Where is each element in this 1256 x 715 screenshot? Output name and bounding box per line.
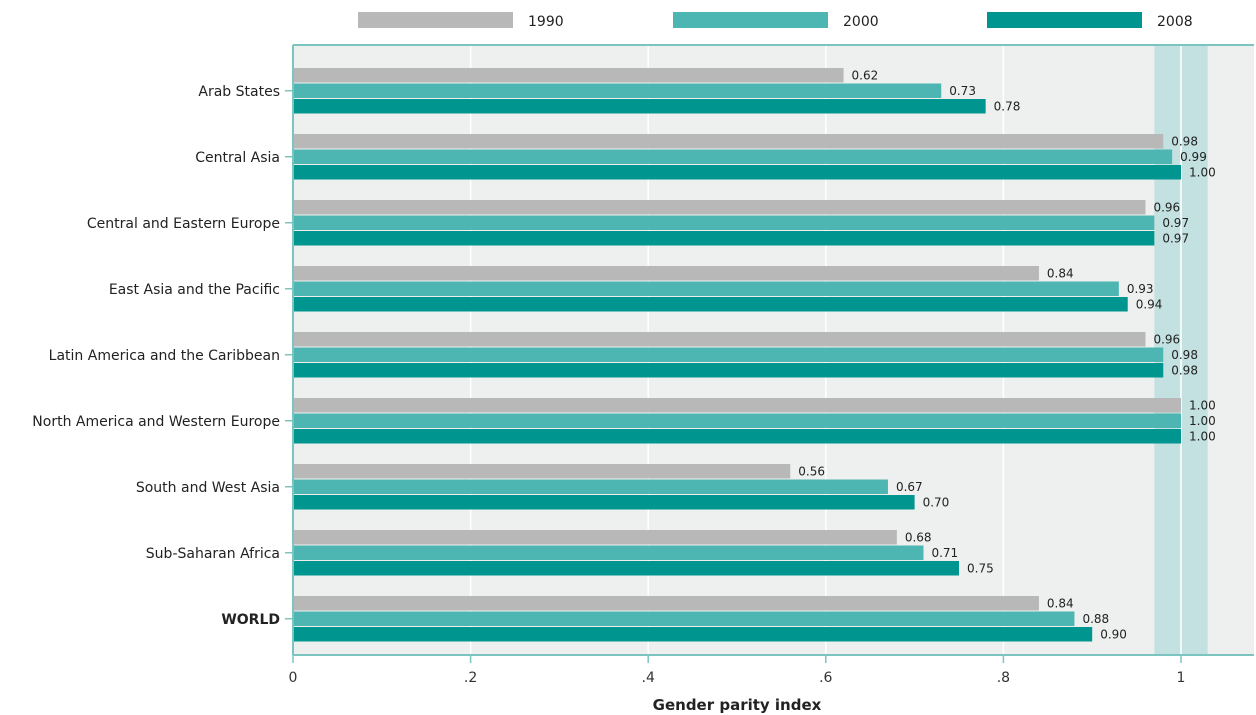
bar (293, 495, 915, 510)
x-tick-label: .4 (642, 670, 655, 686)
bar (293, 297, 1128, 312)
x-tick-label: 0 (289, 670, 298, 686)
bar (293, 413, 1181, 428)
category-label: Latin America and the Caribbean (49, 348, 280, 364)
bar (293, 611, 1075, 626)
bar (293, 165, 1181, 180)
category-label: Central and Eastern Europe (87, 216, 280, 232)
bar-value-label: 0.93 (1127, 282, 1154, 296)
bar-value-label: 0.94 (1136, 297, 1163, 311)
bar (293, 68, 844, 83)
category-label: East Asia and the Pacific (109, 282, 280, 298)
bar (293, 99, 986, 114)
bar-value-label: 0.73 (949, 84, 976, 98)
bar (293, 429, 1181, 444)
bar (293, 398, 1181, 413)
category-label: WORLD (221, 612, 280, 628)
legend-swatch (673, 12, 828, 28)
bar (293, 363, 1164, 378)
bar (293, 479, 888, 494)
bar-value-label: 0.68 (905, 530, 932, 544)
bar-value-label: 0.99 (1180, 150, 1207, 164)
category-label: North America and Western Europe (32, 414, 280, 430)
legend-swatch (358, 12, 513, 28)
bar-value-label: 0.96 (1153, 200, 1180, 214)
category-label: Central Asia (195, 150, 280, 166)
bar (293, 215, 1155, 230)
legend-label: 2000 (843, 14, 879, 30)
bar (293, 200, 1146, 215)
category-label: Sub-Saharan Africa (146, 546, 280, 562)
bar (293, 281, 1119, 296)
legend-label: 2008 (1157, 14, 1193, 30)
bar-value-label: 0.67 (896, 480, 923, 494)
bar-value-label: 0.97 (1162, 216, 1189, 230)
bar-value-label: 0.98 (1171, 134, 1198, 148)
bar (293, 464, 791, 479)
bar (293, 596, 1039, 611)
x-tick-label: .6 (819, 670, 832, 686)
bar (293, 266, 1039, 281)
category-label: South and West Asia (136, 480, 280, 496)
bar (293, 149, 1173, 164)
bar-value-label: 0.96 (1153, 332, 1180, 346)
x-axis-title: Gender parity index (653, 696, 822, 714)
x-tick-label: .2 (464, 670, 477, 686)
bar-value-label: 0.98 (1171, 348, 1198, 362)
bar-value-label: 0.62 (852, 68, 879, 82)
bar (293, 347, 1164, 362)
category-label: Arab States (198, 84, 280, 100)
bar-value-label: 0.75 (967, 561, 994, 575)
x-tick-label: .8 (997, 670, 1010, 686)
bar-value-label: 0.71 (931, 546, 958, 560)
bar (293, 545, 924, 560)
bar-value-label: 0.84 (1047, 266, 1074, 280)
bar-value-label: 0.56 (798, 464, 825, 478)
bar-value-label: 0.88 (1082, 612, 1109, 626)
bar-value-label: 0.98 (1171, 363, 1198, 377)
bar (293, 627, 1093, 642)
bar-value-label: 0.78 (994, 99, 1021, 113)
bar-value-label: 1.00 (1189, 429, 1216, 443)
bar (293, 83, 942, 98)
bar (293, 332, 1146, 347)
bar-value-label: 0.90 (1100, 627, 1127, 641)
bar-value-label: 0.84 (1047, 596, 1074, 610)
bar (293, 561, 959, 576)
bar-value-label: 1.00 (1189, 165, 1216, 179)
bar (293, 231, 1155, 246)
bar-value-label: 1.00 (1189, 414, 1216, 428)
bar (293, 530, 897, 545)
bar (293, 134, 1164, 149)
legend-swatch (987, 12, 1142, 28)
bar-value-label: 1.00 (1189, 398, 1216, 412)
bar-value-label: 0.97 (1162, 231, 1189, 245)
legend-label: 1990 (528, 14, 564, 30)
x-tick-label: 1 (1177, 670, 1186, 686)
bar-value-label: 0.70 (923, 495, 950, 509)
